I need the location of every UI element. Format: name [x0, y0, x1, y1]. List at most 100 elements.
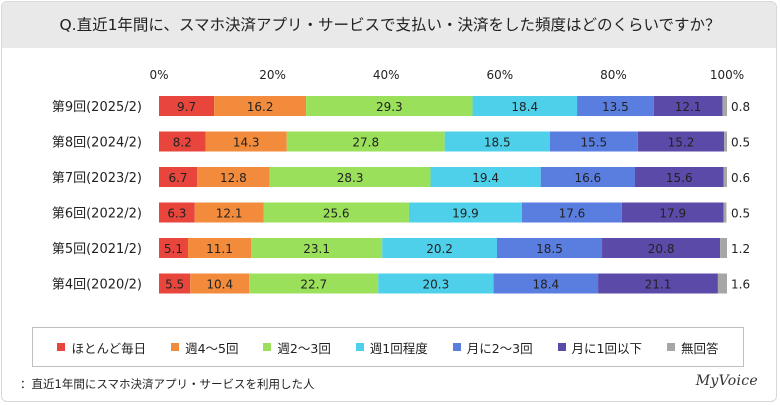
- legend-label: 週2～3回: [277, 340, 331, 356]
- data-label: 22.7: [300, 278, 327, 292]
- legend-label: 月に2～3回: [466, 340, 533, 356]
- x-tick-label: 100%: [710, 68, 744, 82]
- x-tick-label: 40%: [373, 68, 400, 82]
- legend-item: 週4～5回: [171, 338, 238, 357]
- data-label: 0.5: [731, 207, 750, 221]
- data-label: 11.1: [206, 242, 233, 256]
- data-label: 28.3: [337, 171, 364, 185]
- bar-segment: [723, 167, 727, 187]
- bar-segment: [286, 131, 445, 152]
- category-label: 第5回(2021/2): [52, 242, 142, 257]
- category-label: 第7回(2023/2): [52, 171, 142, 186]
- legend-item: 月に2～3回: [452, 338, 533, 357]
- bar-segment: [159, 167, 198, 187]
- data-label: 18.4: [532, 278, 559, 292]
- category-label: 第4回(2020/2): [52, 278, 142, 293]
- data-label: 16.2: [247, 100, 274, 114]
- data-label: 23.1: [303, 242, 330, 256]
- bar-segment: [263, 202, 409, 223]
- bar-segment: [214, 96, 307, 116]
- data-label: 6.7: [168, 171, 187, 185]
- data-label: 19.4: [472, 171, 499, 185]
- data-label: 5.1: [164, 242, 183, 256]
- data-label: 9.7: [177, 100, 196, 114]
- bar-segment: [722, 96, 727, 116]
- x-tick-label: 60%: [486, 68, 513, 82]
- bar-segment: [653, 96, 723, 116]
- title-bar: [2, 2, 776, 48]
- bar-segment: [598, 273, 718, 294]
- legend-label: 週1回程度: [369, 340, 428, 356]
- bar-segment: [382, 238, 497, 258]
- data-label: 16.6: [574, 171, 601, 185]
- bar-segment: [634, 167, 724, 187]
- bar-segment: [197, 167, 270, 187]
- data-label: 18.5: [484, 136, 511, 150]
- x-tick-label: 80%: [600, 68, 627, 82]
- bar-segment: [493, 273, 599, 294]
- data-label: 14.3: [233, 136, 260, 150]
- bar-segment: [430, 167, 541, 187]
- data-label: 20.8: [648, 242, 675, 256]
- footnote: ：直近1年間にスマホ決済アプリ・サービスを利用した人: [20, 377, 315, 391]
- brand-logo: MyVoice: [695, 373, 758, 389]
- data-label: 17.9: [659, 207, 686, 221]
- bar-segment: [249, 273, 379, 294]
- bar-segment: [496, 238, 603, 258]
- data-label: 21.1: [645, 278, 672, 292]
- bar-segment: [723, 202, 727, 223]
- data-label: 1.2: [731, 242, 750, 256]
- bar-segment: [159, 238, 188, 258]
- data-label: 10.4: [206, 278, 233, 292]
- data-label: 5.5: [165, 278, 184, 292]
- data-label: 12.1: [216, 207, 243, 221]
- bar-segment: [724, 131, 727, 152]
- data-label: 1.6: [731, 278, 750, 292]
- category-label: 第6回(2022/2): [52, 207, 142, 222]
- data-label: 20.3: [423, 278, 450, 292]
- bar-segment: [159, 202, 195, 223]
- bar-segment: [159, 131, 206, 152]
- bar-segment: [159, 273, 191, 294]
- legend-item: 月に1回以下: [557, 338, 642, 357]
- x-tick-label: 20%: [259, 68, 286, 82]
- legend-swatch: [355, 343, 364, 351]
- legend-swatch: [666, 343, 675, 351]
- bar-segment: [549, 131, 638, 152]
- bar-segment: [306, 96, 473, 116]
- data-label: 13.5: [602, 100, 629, 114]
- bar-segment: [205, 131, 287, 152]
- legend-swatch: [171, 343, 180, 351]
- bar-segment: [159, 96, 215, 116]
- data-label: 27.8: [352, 136, 379, 150]
- data-label: 0.8: [731, 100, 750, 114]
- data-label: 15.5: [580, 136, 607, 150]
- data-label: 18.4: [511, 100, 538, 114]
- bar-segment: [577, 96, 654, 116]
- bar-segment: [717, 273, 727, 294]
- bar-segment: [190, 273, 250, 294]
- chart-title: Q.直近1年間に、スマホ決済アプリ・サービスで支払い・決済をした頻度はどのくらい…: [59, 16, 721, 34]
- legend-item: ほとんど毎日: [57, 338, 146, 357]
- category-label: 第8回(2024/2): [52, 136, 142, 151]
- data-label: 12.1: [675, 100, 702, 114]
- category-label: 第9回(2025/2): [52, 100, 142, 115]
- data-label: 17.6: [559, 207, 586, 221]
- bar-segment: [602, 238, 721, 258]
- data-label: 19.9: [452, 207, 479, 221]
- data-label: 25.6: [323, 207, 350, 221]
- bar-segment: [408, 202, 522, 223]
- stacked-bar-chart: 0% 20% 40% 60% 80% 100% 第9回(2025/2) 9.7 16.2 29.3…: [52, 68, 750, 294]
- legend-swatch: [57, 343, 66, 351]
- bar-segment: [472, 96, 578, 116]
- bar-segment: [637, 131, 725, 152]
- bar-segment: [378, 273, 494, 294]
- legend-label: 月に1回以下: [571, 340, 642, 356]
- legend-swatch: [452, 343, 461, 351]
- legend-swatch: [557, 343, 566, 351]
- bar-segment: [720, 238, 727, 258]
- bar-segment: [621, 202, 724, 223]
- data-label: 20.2: [426, 242, 453, 256]
- data-label: 6.3: [167, 207, 186, 221]
